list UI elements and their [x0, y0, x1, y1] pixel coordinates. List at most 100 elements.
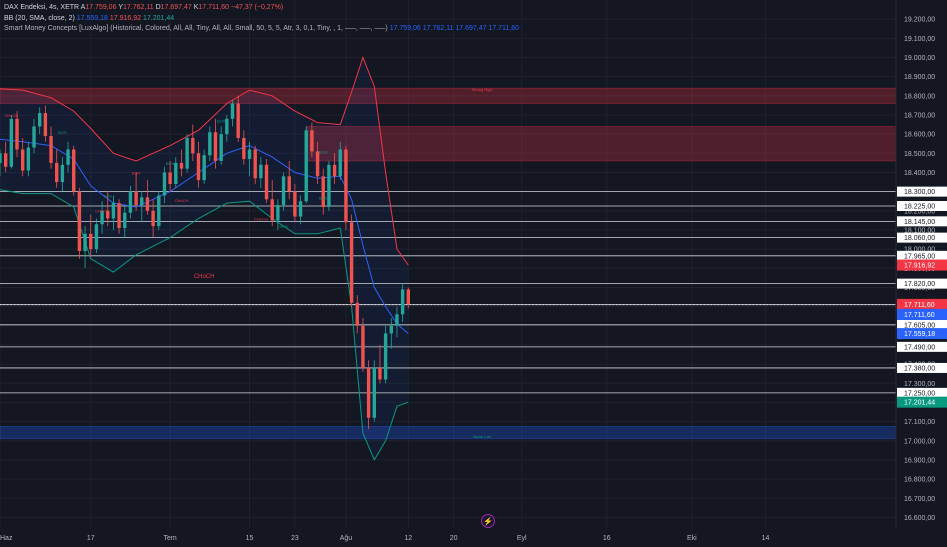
x-tick-label-4: 23 — [291, 535, 299, 542]
candle-body-14 — [66, 149, 70, 165]
candle-body-30 — [157, 195, 161, 227]
price-badge-3 — [897, 328, 947, 340]
candle-body-43 — [230, 103, 235, 119]
candle-body-50 — [270, 199, 274, 221]
candle-body-71 — [389, 325, 393, 334]
candle-body-57 — [310, 130, 314, 152]
price-badge-4 — [897, 396, 947, 408]
candle-body-11 — [49, 136, 53, 163]
price-badge-label-3: 17.559,18 — [904, 331, 935, 338]
candle-body-6 — [20, 149, 25, 171]
candle-body-44 — [236, 103, 240, 138]
price-line-label-10: 17.250,00 — [904, 390, 935, 397]
candle-body-22 — [111, 203, 116, 219]
x-tick-label-0: Haz — [0, 535, 13, 542]
y-tick-label-5: 18.700,00 — [904, 112, 935, 119]
candle-body-20 — [100, 210, 104, 225]
candle-body-38 — [202, 155, 206, 181]
structure-label-6: CHoCH — [95, 209, 109, 214]
y-tick-label-19: 17.300,00 — [904, 381, 935, 388]
horizontal-price-lines — [0, 191, 896, 394]
y-tick-label-25: 16.700,00 — [904, 496, 935, 503]
candle-body-65 — [355, 302, 359, 326]
y-tick-label-12: 18.000,00 — [904, 247, 935, 254]
price-line-badge-2 — [897, 216, 947, 227]
candle-body-51 — [276, 205, 280, 221]
price-line-badge-9 — [897, 362, 947, 373]
price-line-badge-1 — [897, 201, 947, 212]
candle-body-45 — [242, 137, 246, 160]
price-axis-bg — [896, 0, 947, 547]
x-tick-label-5: Ağu — [340, 535, 353, 542]
price-badge-0 — [897, 259, 947, 271]
time-axis[interactable]: Haz 17 Tem 15 23 Ağu 12 20 Eyl 16 Eki 14 — [0, 535, 770, 542]
y-tick-label-1: 19.100,00 — [904, 36, 935, 43]
candle-body-46 — [247, 149, 252, 160]
price-axis[interactable]: 19.200,00 19.100,00 19.000,00 18.900,00 18.8… — [895, 0, 947, 547]
candle-body-17 — [83, 233, 87, 252]
x-tick-label-6: 12 — [404, 535, 412, 542]
price-line-badge-8 — [897, 341, 947, 352]
price-line-label-3: 18.060,00 — [904, 235, 935, 242]
candle-body-26 — [134, 191, 138, 206]
candle-body-58 — [315, 151, 320, 177]
x-tick-label-1: 17 — [87, 535, 95, 542]
x-tick-label-9: 16 — [603, 535, 611, 542]
candle-body-74 — [406, 289, 411, 305]
candle-body-47 — [253, 149, 257, 179]
price-line-badge-5 — [897, 278, 947, 289]
price-line-badge-7 — [897, 319, 947, 330]
candle-body-73 — [400, 289, 405, 315]
structure-label-9: BOS — [217, 119, 226, 124]
candle-body-68 — [372, 367, 376, 418]
price-line-label-9: 17.380,00 — [904, 365, 935, 372]
price-badge-label-2: 17.711,60 — [904, 312, 935, 319]
structure-label-13: BOS — [319, 149, 328, 154]
price-line-badge-0 — [897, 186, 947, 197]
price-badges: 17.916,92 17.711,60 17.711,60 17.559,18 17.2… — [897, 259, 947, 408]
y-tick-label-0: 19.200,00 — [904, 17, 935, 24]
candle-body-40 — [213, 132, 218, 161]
zone-supply-0 — [0, 87, 897, 104]
price-line-label-7: 17.605,00 — [904, 322, 935, 329]
candle-body-67 — [366, 367, 371, 418]
candle-body-24 — [123, 212, 127, 229]
candle-body-4 — [9, 118, 14, 167]
price-line-badge-10 — [897, 387, 947, 398]
price-badge-1 — [897, 298, 947, 310]
y-tick-label-4: 18.800,00 — [904, 93, 935, 100]
candle-body-70 — [383, 333, 388, 380]
price-line-label-1: 18.225,00 — [904, 204, 935, 211]
candle-body-63 — [344, 149, 348, 223]
candles — [0, 95, 411, 430]
structure-label-7: EQH — [132, 170, 141, 175]
candle-body-9 — [37, 113, 42, 127]
x-tick-label-10: Eki — [687, 535, 697, 542]
candle-body-59 — [321, 176, 325, 207]
lightning-icon[interactable]: ⚡ — [481, 514, 495, 528]
candle-body-19 — [94, 224, 99, 250]
structure-labels: Strong High Weak Low CHoCH CHoCH BOS BOS CHoCH… — [4, 87, 492, 439]
candle-body-2 — [0, 153, 2, 163]
structure-label-0: Strong High — [471, 87, 492, 92]
candle-body-16 — [77, 191, 82, 252]
candle-body-49 — [264, 164, 269, 200]
candle-body-62 — [338, 149, 342, 177]
x-tick-label-3: 15 — [246, 535, 254, 542]
structure-label-4: BOS — [58, 130, 67, 135]
price-line-label-4: 17.965,00 — [904, 253, 935, 260]
candle-body-12 — [55, 162, 59, 183]
price-badge-label-4: 17.201,44 — [904, 400, 935, 407]
structure-label-3: CHoCH — [4, 113, 18, 118]
x-tick-label-7: 20 — [450, 535, 458, 542]
candle-body-61 — [332, 164, 337, 177]
candle-body-32 — [168, 172, 172, 184]
candle-body-48 — [259, 164, 263, 179]
price-badge-2 — [897, 308, 947, 320]
candle-body-36 — [191, 137, 195, 154]
x-tick-label-2: Tem — [164, 535, 177, 542]
structure-label-14: BOS — [319, 195, 328, 200]
y-tick-label-8: 18.400,00 — [904, 170, 935, 177]
